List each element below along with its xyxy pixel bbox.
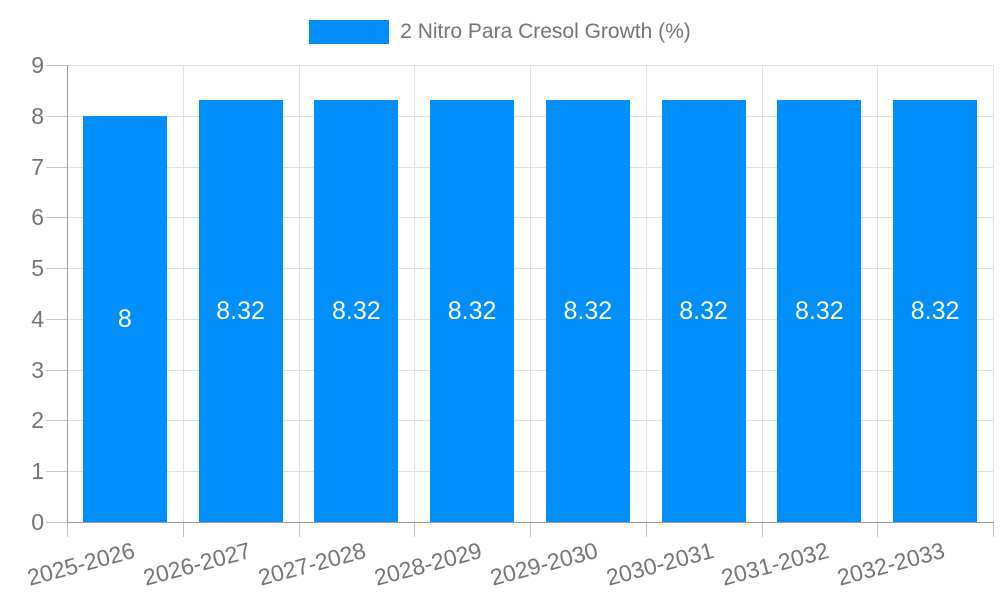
y-axis-label: 8 <box>31 102 44 129</box>
bar[interactable] <box>198 99 283 522</box>
x-axis-tick <box>877 522 879 537</box>
x-axis-label: 2027-2028 <box>255 537 369 591</box>
x-axis-tick <box>645 522 647 537</box>
x-axis-line <box>67 522 994 523</box>
y-axis-tick <box>46 115 67 117</box>
bar[interactable] <box>893 99 978 522</box>
chart-legend[interactable]: 2 Nitro Para Cresol Growth (%) <box>0 18 1000 46</box>
horizontal-gridline <box>67 471 993 473</box>
bar-value-label: 8.32 <box>795 296 844 325</box>
y-axis-label: 0 <box>31 509 44 535</box>
x-axis-label: 2029-2030 <box>487 537 601 591</box>
y-axis-line <box>67 65 68 522</box>
y-axis-tick <box>46 268 67 270</box>
y-axis-tick <box>46 471 67 473</box>
bar-value-label: 8.32 <box>679 296 728 325</box>
vertical-gridline <box>645 65 647 522</box>
vertical-gridline <box>414 65 416 522</box>
horizontal-gridline <box>67 420 993 422</box>
y-axis-tick <box>46 217 67 219</box>
x-axis-label: 2032-2033 <box>834 537 948 591</box>
y-axis-tick <box>46 522 67 523</box>
vertical-gridline <box>877 65 879 522</box>
horizontal-gridline <box>67 65 993 66</box>
horizontal-gridline <box>67 318 993 320</box>
bar-value-label: 8.32 <box>332 296 381 325</box>
x-axis-tick <box>993 522 994 537</box>
y-axis-label: 7 <box>31 153 44 180</box>
legend-swatch-icon <box>309 20 390 44</box>
x-axis-tick <box>530 522 531 537</box>
y-axis-label: 6 <box>31 204 44 231</box>
vertical-gridline <box>761 65 763 522</box>
x-axis-tick <box>298 522 300 537</box>
bar-value-label: 8.32 <box>563 296 613 325</box>
vertical-gridline <box>298 65 300 522</box>
y-axis-label: 1 <box>31 458 44 485</box>
bar-value-label: 8 <box>117 304 132 333</box>
bar[interactable] <box>661 99 746 522</box>
y-axis-tick <box>46 318 67 320</box>
x-axis-label: 2028-2029 <box>371 537 485 591</box>
y-axis-label: 2 <box>31 407 44 434</box>
y-axis-tick <box>46 65 67 66</box>
bar-value-label: 8.32 <box>447 296 497 325</box>
x-axis-tick <box>414 522 416 537</box>
horizontal-gridline <box>67 166 993 168</box>
y-axis-tick <box>46 369 67 371</box>
y-axis-tick <box>46 166 67 168</box>
x-axis-tick <box>182 522 184 537</box>
bar-value-label: 8.32 <box>910 296 960 325</box>
bar[interactable] <box>82 115 167 522</box>
horizontal-gridline <box>67 369 993 371</box>
y-axis-label: 4 <box>31 305 44 332</box>
horizontal-gridline <box>67 268 993 270</box>
horizontal-gridline <box>67 115 993 117</box>
x-axis-tick <box>761 522 763 537</box>
y-axis-label: 5 <box>31 255 44 282</box>
x-axis-label: 2025-2026 <box>24 537 138 591</box>
bar-value-label: 8.32 <box>216 296 265 325</box>
legend-series-label: 2 Nitro Para Cresol Growth (%) <box>400 20 691 43</box>
x-axis-tick <box>67 522 68 537</box>
x-axis-label: 2031-2032 <box>718 537 832 591</box>
y-axis-label: 9 <box>31 52 44 78</box>
y-axis-label: 3 <box>31 356 44 383</box>
vertical-gridline <box>182 65 184 522</box>
horizontal-gridline <box>67 217 993 219</box>
x-axis-label: 2026-2027 <box>140 537 254 591</box>
x-axis-label: 2030-2031 <box>603 537 717 591</box>
bar[interactable] <box>545 99 630 522</box>
y-axis-tick <box>46 420 67 422</box>
vertical-gridline <box>993 65 994 522</box>
vertical-gridline <box>530 65 531 522</box>
bar[interactable] <box>314 99 399 522</box>
bar[interactable] <box>777 99 862 522</box>
bar[interactable] <box>430 99 515 522</box>
